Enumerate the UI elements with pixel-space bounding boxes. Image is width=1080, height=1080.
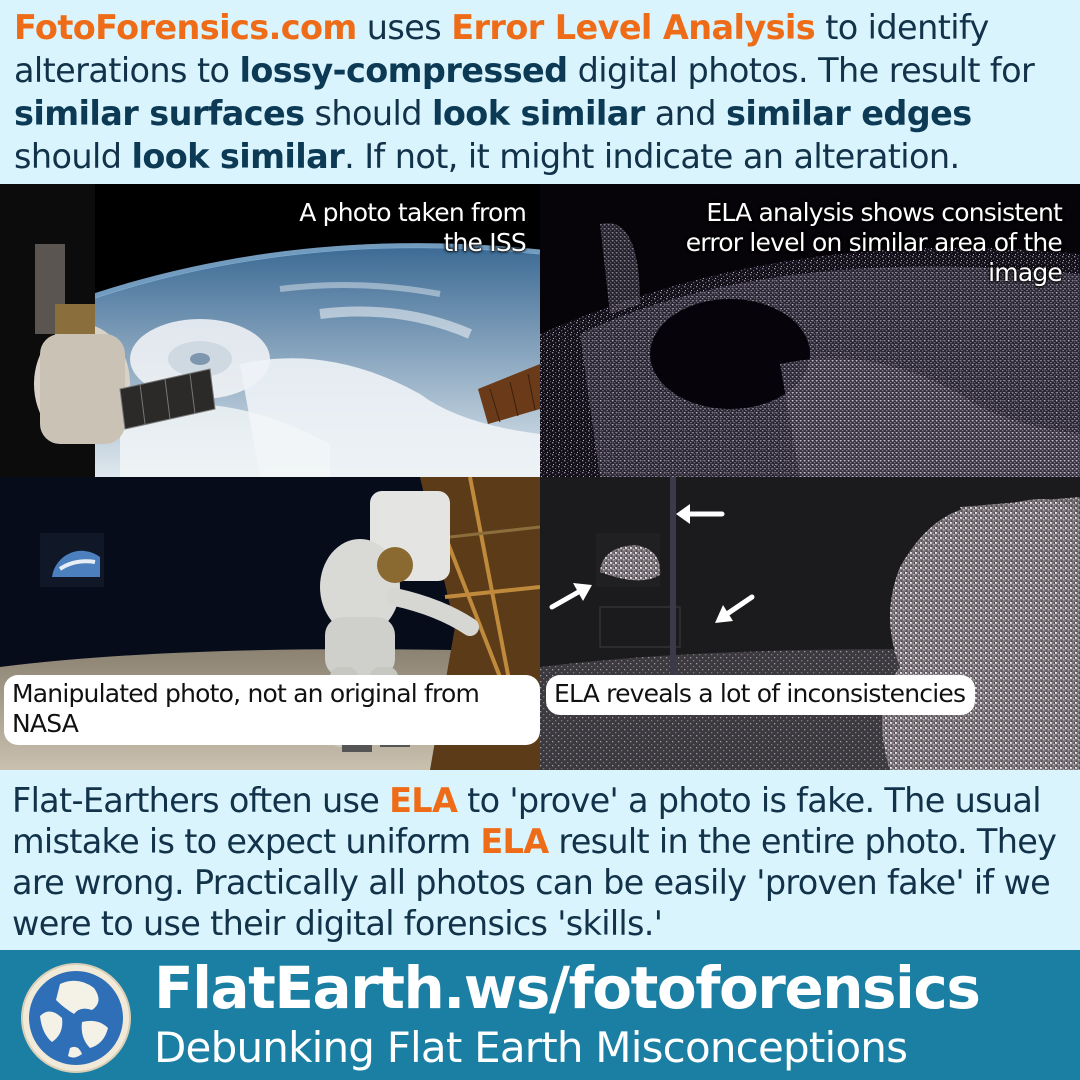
conclusion-text-2: to 'prove' a photo is fake. The usual mi… — [12, 781, 1042, 861]
arrow-downleft-head-icon — [715, 605, 733, 623]
ela-moon-caption: ELA reveals a lot of inconsistencies — [546, 675, 976, 715]
ela-iss-image — [540, 184, 1080, 477]
ela-highlight-1: ELA — [389, 781, 458, 820]
intro-text-1: uses — [356, 8, 452, 47]
footer-banner: FlatEarth.ws/fotoforensics Debunking Fla… — [0, 950, 1080, 1080]
moon-photo-panel: Manipulated photo, not an original from … — [0, 477, 540, 770]
arrow-left-head-icon — [676, 504, 690, 524]
footer-tagline: Debunking Flat Earth Misconceptions — [154, 1023, 908, 1072]
conclusion-text-3: result in the entire photo. They are wro… — [12, 822, 1057, 943]
conclusion-text: Flat-Earthers often use ELA to 'prove' a… — [0, 770, 1080, 950]
iss-earth-photo — [0, 184, 540, 477]
intro-text: FotoForensics.com uses Error Level Analy… — [0, 0, 1080, 184]
intro-text-6: should — [14, 137, 132, 176]
moon-caption: Manipulated photo, not an original from … — [4, 675, 540, 745]
ela-iss-caption: ELA analysis shows consistent error leve… — [685, 198, 1063, 287]
arrow-upright-icon-1 — [549, 587, 585, 610]
edges-highlight: similar edges — [726, 94, 972, 133]
arrow-icons — [549, 504, 755, 623]
intro-text-7: . If not, it might indicate an alteratio… — [344, 137, 960, 176]
iss-caption: A photo taken from the ISS — [299, 198, 527, 257]
iss-photo-panel: A photo taken from the ISS — [0, 184, 540, 477]
surfaces-highlight: similar surfaces — [14, 94, 305, 133]
ela-iss-panel: ELA analysis shows consistent error leve… — [540, 184, 1080, 477]
intro-text-5: and — [644, 94, 726, 133]
lossy-highlight: lossy-compressed — [239, 51, 568, 90]
look-similar-highlight-1: look similar — [431, 94, 645, 133]
ela-highlight-2: ELA — [480, 822, 549, 861]
ela-moon-panel: ELA reveals a lot of inconsistencies — [540, 477, 1080, 770]
look-similar-highlight-2: look similar — [131, 137, 345, 176]
conclusion-text-1: Flat-Earthers often use — [12, 781, 390, 820]
intro-text-2: to identify alterations to — [14, 8, 989, 90]
footer-site-url: FlatEarth.ws/fotoforensics — [154, 954, 981, 1022]
arrow-upright-head-icon-1 — [573, 583, 592, 601]
intro-text-3: digital photos. The result for — [567, 51, 1035, 90]
method-highlight: Error Level Analysis — [451, 8, 816, 47]
site-name-highlight: FotoForensics.com — [14, 8, 357, 47]
globe-logo-icon — [21, 963, 131, 1073]
image-grid: A photo taken from the ISS — [0, 184, 1080, 770]
arrow-downleft-icon — [721, 594, 755, 619]
intro-text-4: should — [304, 94, 432, 133]
